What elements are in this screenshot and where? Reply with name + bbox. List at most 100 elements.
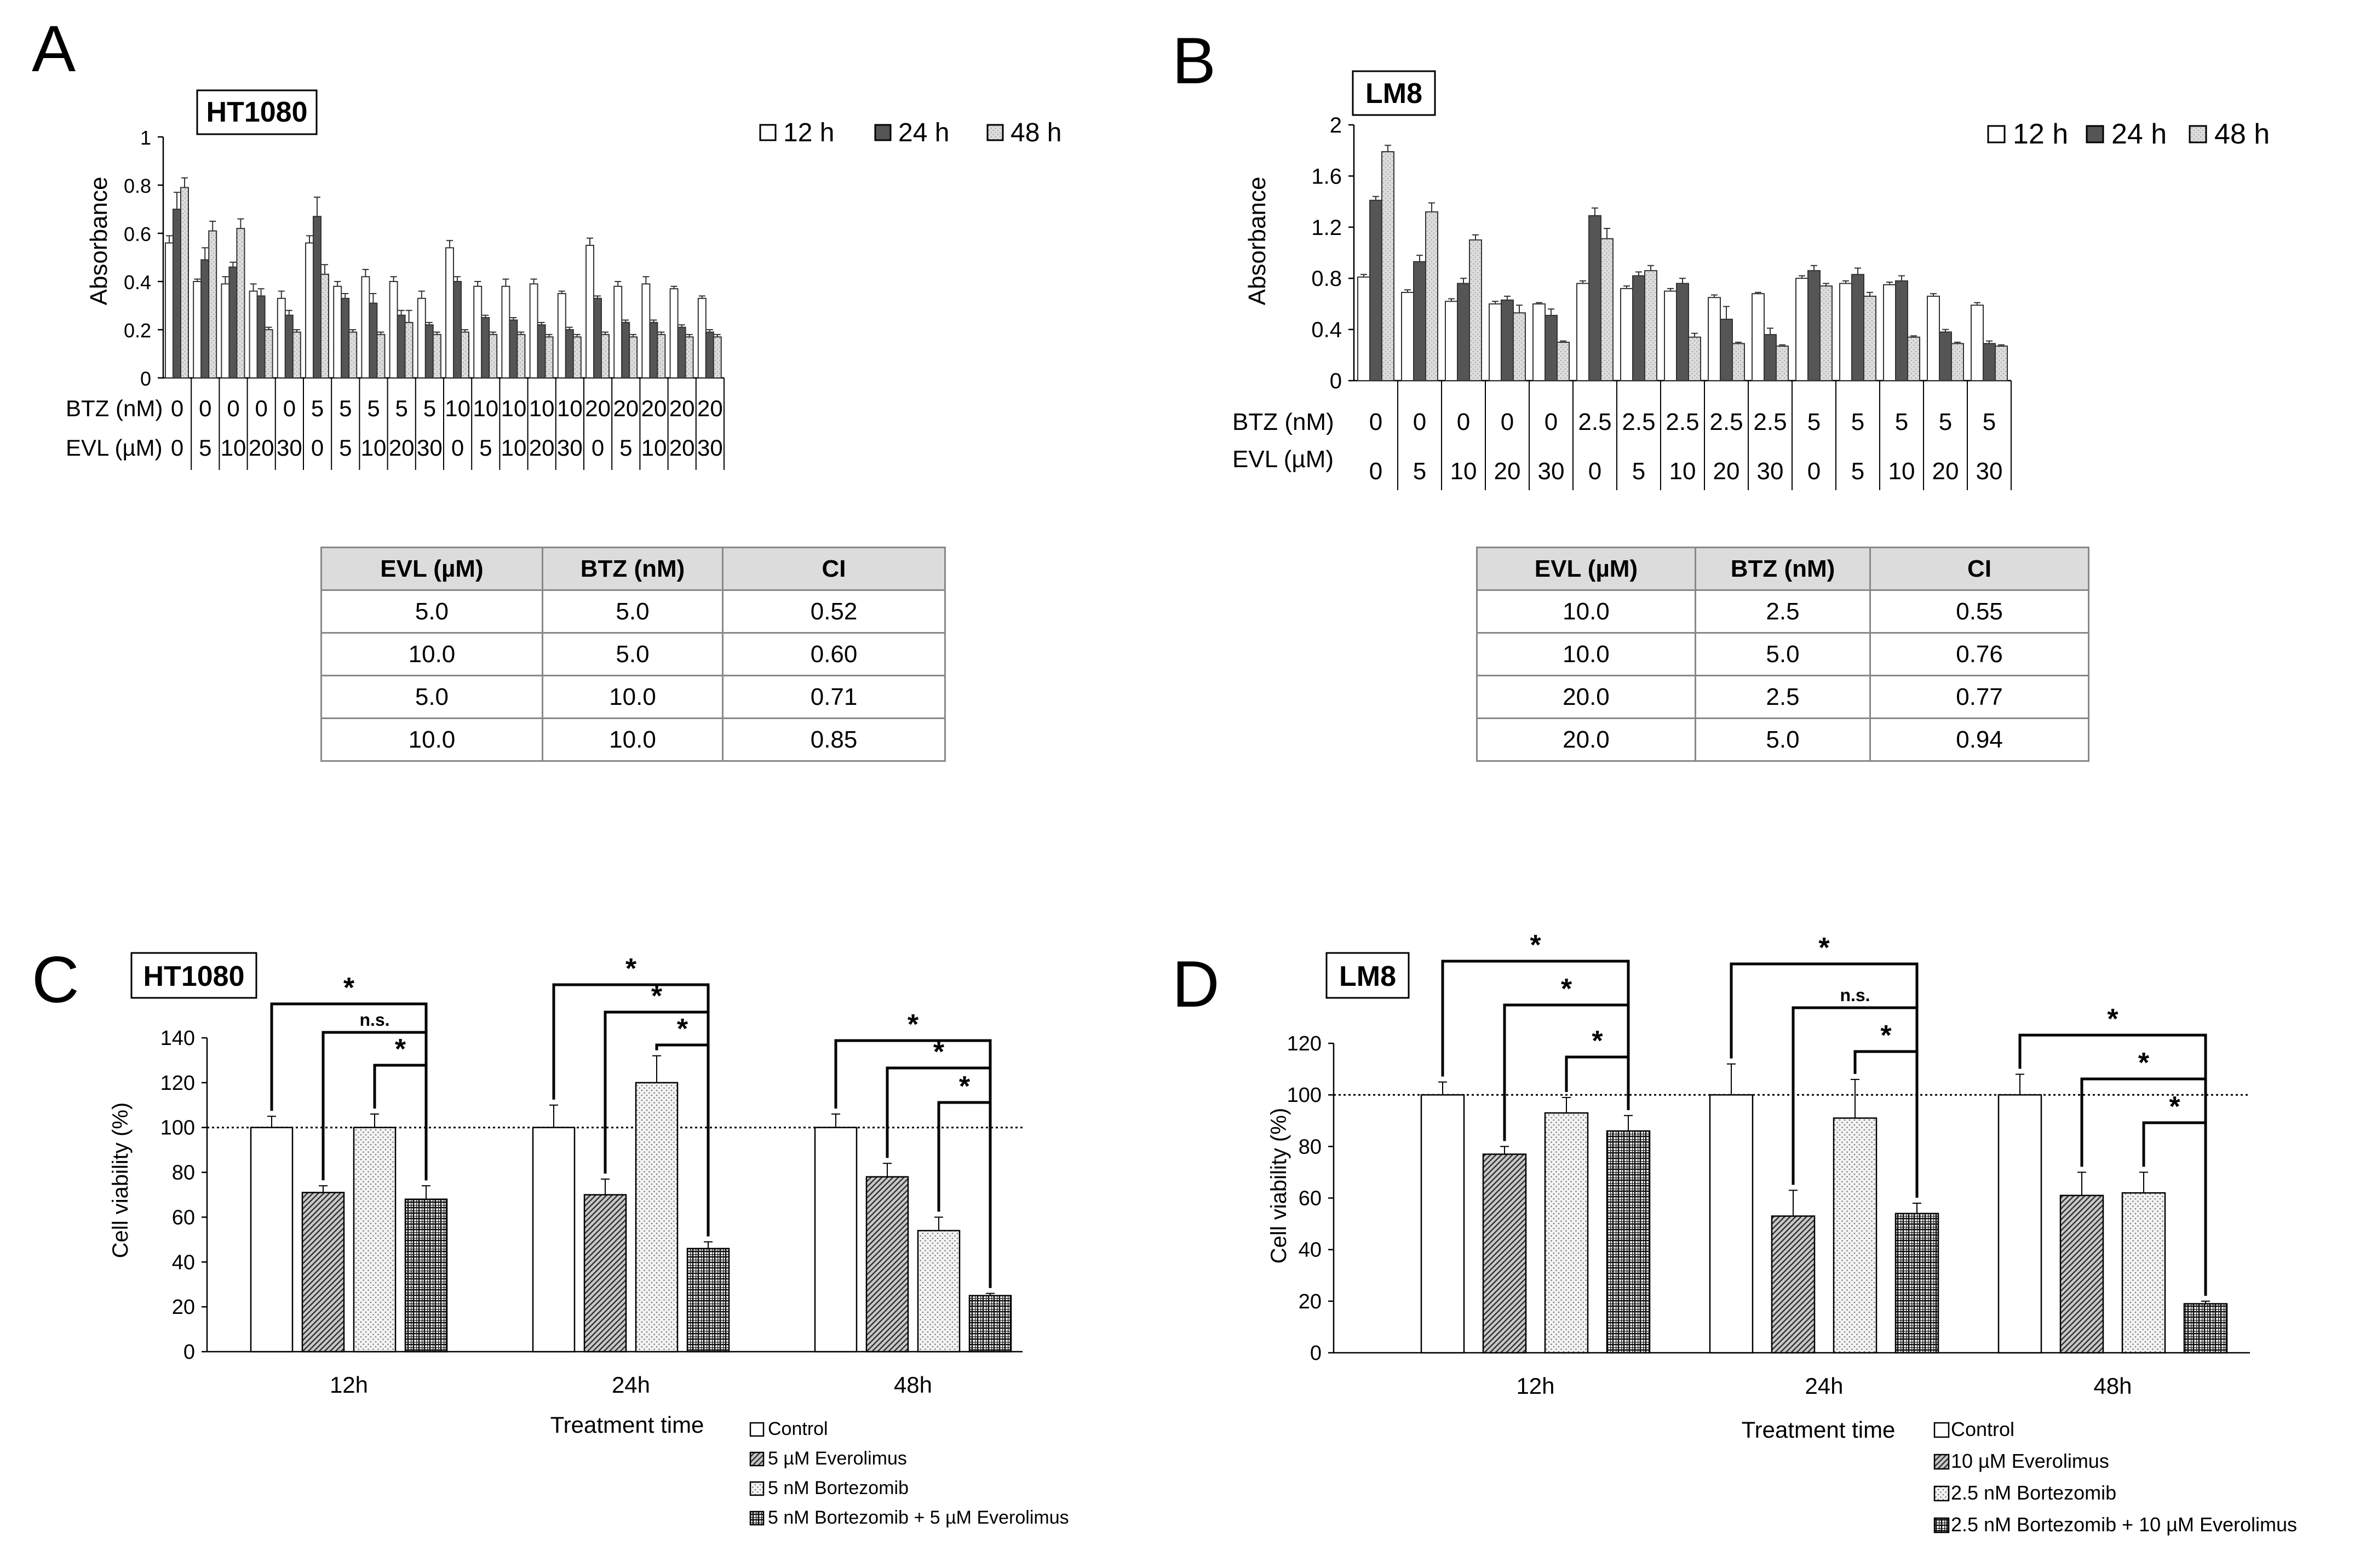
bar [1532, 303, 1546, 382]
bar [389, 281, 398, 378]
bar [353, 1127, 397, 1353]
table-cell: 20.0 [1476, 717, 1696, 762]
bar [1632, 275, 1645, 381]
y-tick-label: 2 [1330, 113, 1342, 137]
bar [445, 247, 454, 378]
bar [1839, 283, 1852, 381]
bar [585, 245, 594, 378]
btz-label: 0 [1457, 409, 1470, 435]
svg-text:24 h: 24 h [898, 118, 949, 147]
bar [509, 319, 518, 379]
btz-label: 0 [171, 395, 183, 421]
evl-label: 5 [479, 435, 492, 461]
significance-label: * [908, 1009, 919, 1041]
btz-label: 0 [255, 395, 268, 421]
bar [544, 336, 554, 379]
bar [1369, 199, 1382, 381]
table-cell: 5.0 [541, 589, 724, 634]
bar [1752, 293, 1765, 381]
bar [264, 329, 273, 378]
bar [1557, 341, 1570, 382]
evl-label: 30 [1976, 458, 2003, 485]
bar [686, 1248, 730, 1353]
table-cell: 20.0 [1476, 675, 1696, 719]
y-tick-label: 1.6 [1311, 164, 1342, 188]
bar [404, 321, 414, 378]
significance-label: * [625, 953, 637, 985]
significance-label: n.s. [359, 1010, 389, 1030]
bar [277, 297, 286, 378]
evl-label: 20 [1494, 458, 1521, 485]
bar [208, 230, 217, 378]
significance-bracket [1565, 1055, 1630, 1110]
x-tick-label: 12h [1516, 1373, 1554, 1399]
chart-c-title: HT1080 [130, 952, 257, 999]
bar [814, 1127, 858, 1353]
bar [1907, 336, 1920, 381]
ci-table-a-header: EVL (µM) BTZ (nM) CI [320, 547, 946, 591]
y-tick-label: 0.4 [124, 271, 151, 294]
y-tick-label: 20 [172, 1296, 195, 1319]
btz-label: 20 [613, 395, 639, 421]
bar [865, 1176, 909, 1353]
chart-c-ylabel: Cell viability (%) [108, 1102, 133, 1259]
significance-label: n.s. [1840, 985, 1870, 1005]
x-tick-label: 24h [612, 1372, 650, 1398]
bar [424, 324, 434, 379]
bar [1544, 1112, 1589, 1354]
bar [1545, 314, 1558, 381]
evl-label: 30 [1757, 458, 1784, 485]
y-tick-label: 0 [140, 367, 151, 390]
bar [1445, 301, 1458, 381]
ci-table-a-header-btz: BTZ (nM) [541, 547, 724, 591]
svg-text:Control: Control [1951, 1418, 2014, 1440]
chart-b-plot: 00.40.81.21.6200050100200302.502.552.510… [1311, 113, 2012, 490]
table-cell: 5.0 [1694, 717, 1871, 762]
bar [1425, 211, 1438, 381]
bar [361, 276, 370, 379]
bar [537, 324, 546, 379]
btz-label: 5 [1851, 409, 1864, 435]
bar [301, 1192, 345, 1353]
table-cell: 5.0 [320, 675, 543, 719]
btz-label: 5 [339, 395, 352, 421]
bar [501, 285, 510, 378]
panel-letter-d: D [1172, 947, 1220, 1021]
bar [165, 242, 174, 378]
significance-bracket [655, 1043, 710, 1237]
table-cell: 0.76 [1869, 632, 2089, 676]
bar [417, 297, 426, 378]
significance-label: * [651, 980, 663, 1012]
bar [1606, 1130, 1651, 1354]
bar [2059, 1194, 2104, 1354]
btz-label: 10 [529, 395, 555, 421]
bar [1420, 1094, 1465, 1354]
ci-table-a: EVL (µM) BTZ (nM) CI 5.0 5.0 0.52 10.0 5.0 0… [320, 547, 946, 762]
panel-letter-c: C [32, 943, 79, 1016]
ci-table-b-header-evl: EVL (µM) [1476, 547, 1696, 591]
bar [1983, 343, 1996, 381]
chart-a-row-label-evl: EVL (µM) [66, 435, 163, 461]
y-tick-label: 100 [1287, 1084, 1322, 1107]
btz-label: 0 [1545, 409, 1558, 435]
bar [613, 285, 623, 378]
bar [1732, 343, 1745, 381]
bar [677, 326, 686, 378]
chart-b-title: LM8 [1352, 70, 1436, 116]
bar [1819, 285, 1833, 382]
btz-label: 2.5 [1622, 409, 1655, 435]
bar [320, 273, 329, 378]
significance-bracket [937, 1101, 992, 1288]
bar [1664, 290, 1677, 381]
bar [1457, 283, 1470, 381]
bar [1951, 343, 1964, 381]
y-tick-label: 0 [183, 1341, 195, 1364]
bar [481, 317, 490, 378]
bar [1971, 305, 1984, 381]
significance-bracket [373, 1064, 428, 1181]
bar [713, 336, 722, 379]
bar [601, 334, 610, 378]
bar [705, 331, 714, 379]
bar [2183, 1303, 2228, 1354]
evl-label: 20 [669, 435, 695, 461]
